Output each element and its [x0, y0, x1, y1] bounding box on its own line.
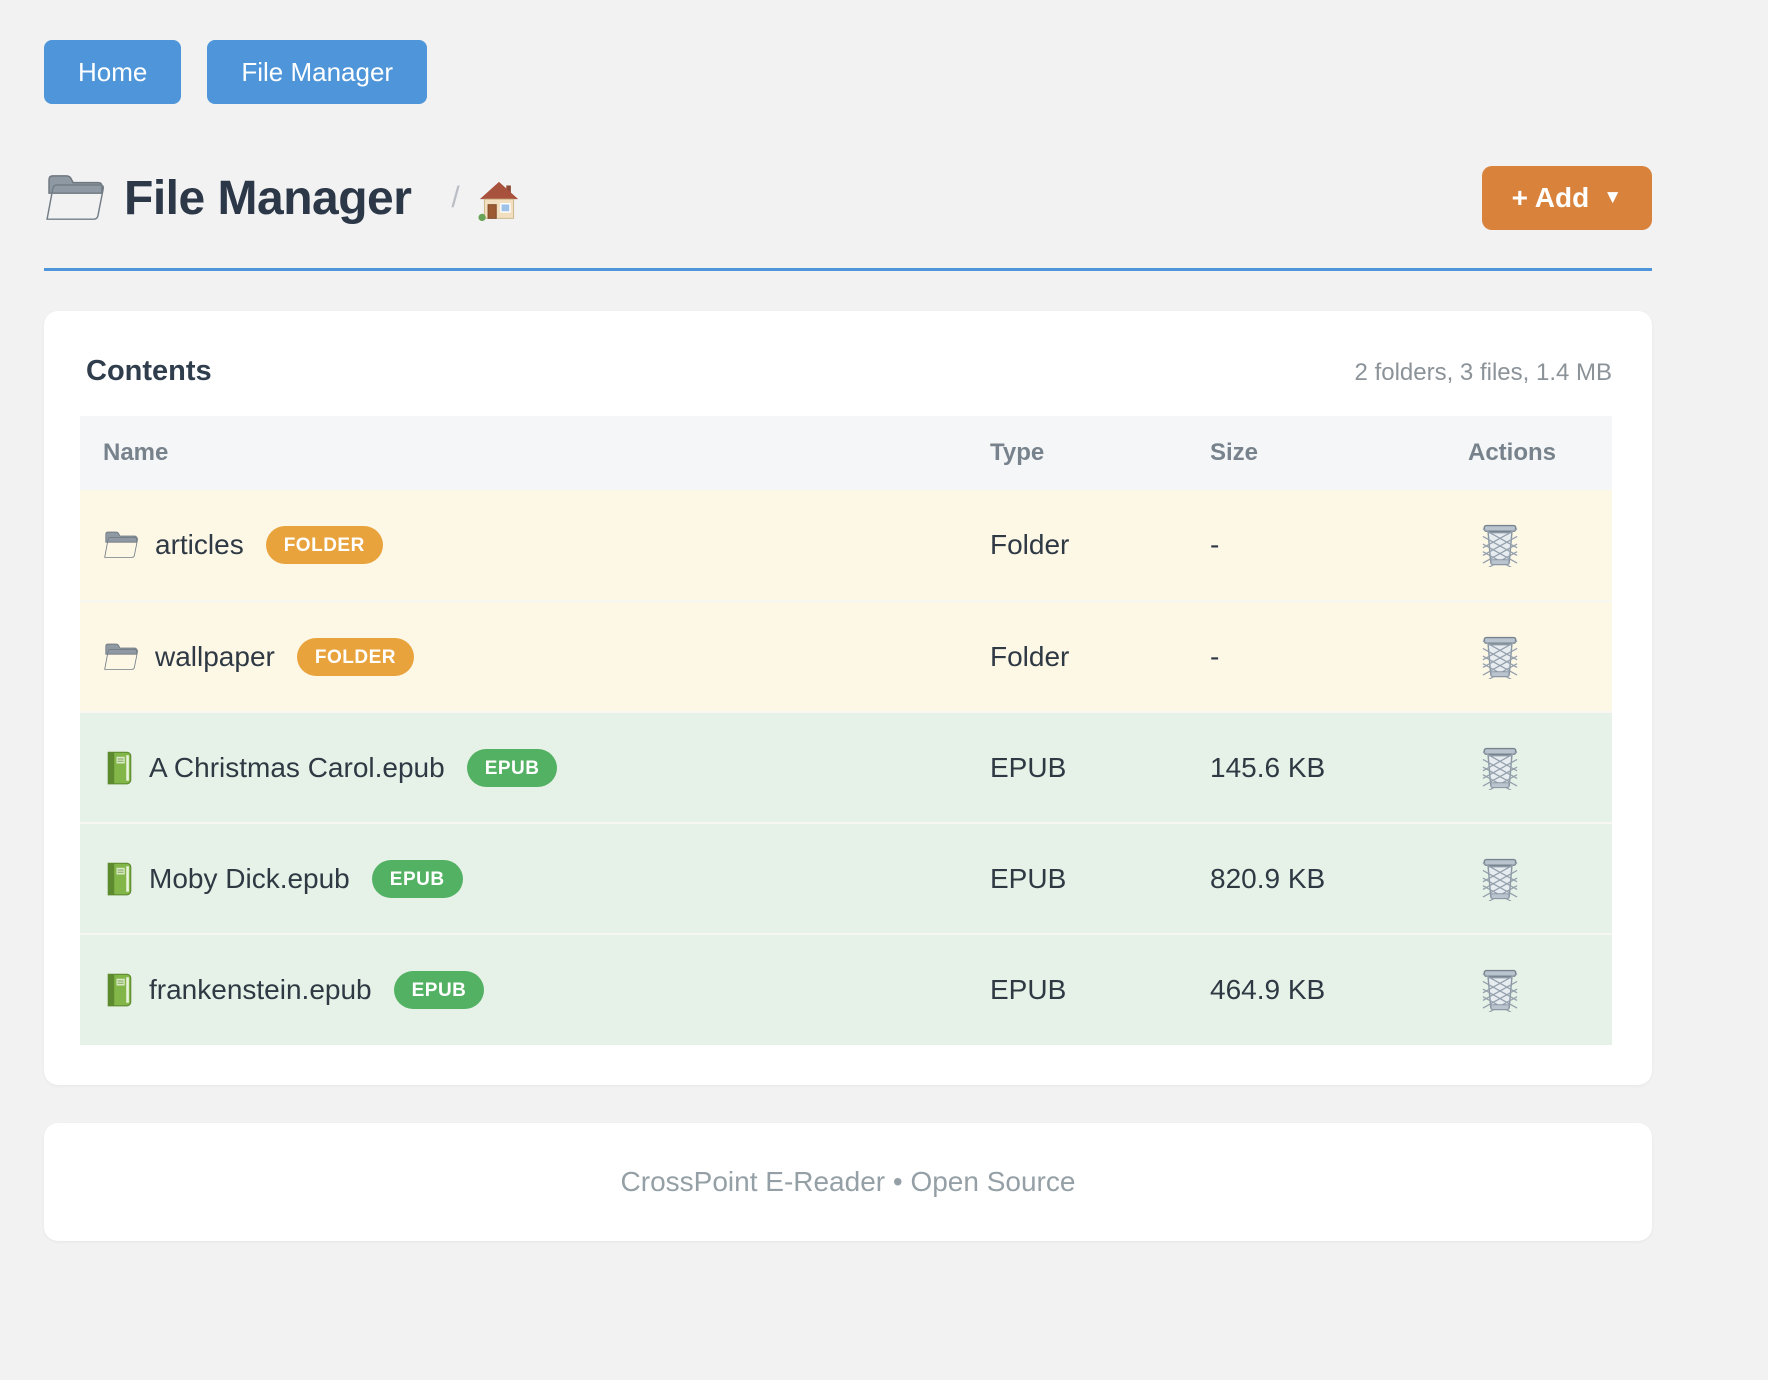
file-type-badge: FOLDER — [296, 637, 414, 676]
table-row: Moby Dick.epub EPUB EPUB 820.9 KB — [80, 822, 1612, 934]
delete-button[interactable] — [1481, 635, 1519, 679]
file-type: EPUB — [967, 933, 1187, 1045]
file-type: EPUB — [967, 822, 1187, 934]
book-icon — [103, 750, 133, 786]
file-size: 145.6 KB — [1187, 711, 1455, 823]
file-type: Folder — [990, 529, 1070, 560]
book-icon — [103, 861, 133, 897]
file-type-badge: FOLDER — [265, 526, 383, 564]
contents-summary: 2 folders, 3 files, 1.4 MB — [1354, 359, 1612, 386]
file-name[interactable]: wallpaper — [155, 640, 275, 672]
file-type-badge: EPUB — [371, 859, 463, 898]
delete-button[interactable] — [1481, 523, 1519, 567]
table-row: A Christmas Carol.epub EPUB EPUB 145.6 K… — [80, 711, 1612, 823]
file-size: 464.9 KB — [1187, 933, 1455, 1045]
title-wrap: File Manager / — [44, 171, 520, 226]
folder-icon — [103, 641, 139, 673]
footer-card: CrossPoint E-Reader • Open Source — [44, 1123, 1652, 1241]
table-row: articles FOLDER Folder - — [80, 490, 1612, 601]
breadcrumb-separator: / — [451, 181, 460, 214]
book-icon — [103, 972, 133, 1008]
column-header-name: Name — [103, 439, 169, 466]
column-header-size: Size — [1210, 439, 1259, 466]
file-size: - — [1210, 529, 1220, 560]
folder-icon — [44, 172, 106, 224]
table-row: wallpaper FOLDER Folder - — [80, 600, 1612, 712]
file-type-badge: EPUB — [393, 971, 485, 1009]
trash-icon — [1481, 635, 1519, 679]
folder-icon — [103, 529, 139, 561]
footer-text: CrossPoint E-Reader • Open Source — [620, 1166, 1076, 1197]
table-row: frankenstein.epub EPUB EPUB 464.9 KB — [80, 933, 1612, 1045]
trash-icon — [1481, 968, 1519, 1012]
file-size: 820.9 KB — [1187, 822, 1455, 934]
page-title: File Manager — [124, 171, 412, 225]
trash-icon — [1481, 746, 1519, 790]
title-divider — [44, 268, 1652, 271]
file-type: Folder — [967, 600, 1187, 712]
column-header-actions: Actions — [1468, 439, 1557, 466]
add-button-label: + Add — [1511, 182, 1590, 213]
top-nav: Home File Manager — [44, 40, 1652, 104]
files-table: Name Type Size Actions articles FOLDER F… — [80, 416, 1612, 1045]
page-header: File Manager / + Add ▼ — [44, 166, 1652, 230]
page: Home File Manager File Manager / + Add ▼… — [44, 40, 1652, 1241]
contents-heading: Contents — [86, 355, 212, 387]
trash-icon — [1481, 523, 1519, 567]
column-header-type: Type — [990, 439, 1045, 466]
delete-button[interactable] — [1481, 746, 1519, 790]
nav-button-home[interactable]: Home — [44, 40, 182, 104]
contents-card-header: Contents 2 folders, 3 files, 1.4 MB — [80, 355, 1612, 388]
trash-icon — [1481, 857, 1519, 901]
contents-card: Contents 2 folders, 3 files, 1.4 MB Name… — [44, 311, 1652, 1085]
file-name[interactable]: articles — [155, 529, 244, 560]
nav-button-file-manager[interactable]: File Manager — [207, 40, 428, 104]
file-name[interactable]: A Christmas Carol.epub — [149, 751, 445, 783]
caret-down-icon: ▼ — [1603, 187, 1622, 208]
delete-button[interactable] — [1481, 857, 1519, 901]
file-type: EPUB — [967, 711, 1187, 823]
add-button[interactable]: + Add ▼ — [1481, 166, 1652, 230]
delete-button[interactable] — [1481, 968, 1519, 1012]
file-type-badge: EPUB — [466, 748, 558, 787]
file-name[interactable]: frankenstein.epub — [149, 974, 372, 1005]
house-icon[interactable] — [478, 174, 520, 222]
table-header-row: Name Type Size Actions — [80, 416, 1612, 490]
file-name[interactable]: Moby Dick.epub — [149, 862, 350, 894]
file-size: - — [1187, 600, 1455, 712]
